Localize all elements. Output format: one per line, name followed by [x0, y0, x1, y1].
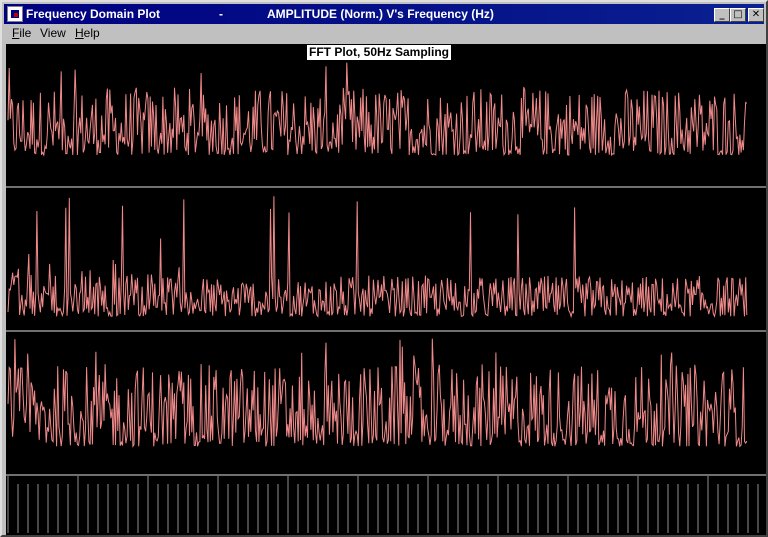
fft-plot-svg: [6, 44, 766, 535]
menu-help-accel: H: [75, 26, 84, 40]
title-separator: -: [219, 7, 223, 21]
maximize-button[interactable]: □: [730, 8, 746, 22]
minimize-button[interactable]: _: [714, 8, 730, 22]
plot-title: FFT Plot, 50Hz Sampling: [307, 45, 451, 60]
menu-view[interactable]: View: [40, 26, 66, 40]
menu-help-label: elp: [84, 26, 100, 40]
plot-area[interactable]: FFT Plot, 50Hz Sampling: [6, 44, 766, 535]
fft-trace-1: [8, 63, 747, 155]
title-bar[interactable]: Frequency Domain Plot - AMPLITUDE (Norm.…: [4, 4, 764, 24]
fft-trace-3: [8, 339, 747, 447]
fft-trace-2: [8, 196, 747, 316]
menu-help[interactable]: Help: [75, 26, 100, 40]
plot-caption: AMPLITUDE (Norm.) V's Frequency (Hz): [267, 7, 494, 21]
menu-view-label: View: [40, 26, 66, 40]
app-title: Frequency Domain Plot: [26, 7, 160, 21]
close-button[interactable]: ✕: [748, 8, 764, 22]
menu-bar: File View Help: [4, 24, 764, 43]
menu-file-label: ile: [19, 26, 31, 40]
app-icon[interactable]: [7, 6, 23, 22]
menu-file[interactable]: File: [12, 26, 31, 40]
